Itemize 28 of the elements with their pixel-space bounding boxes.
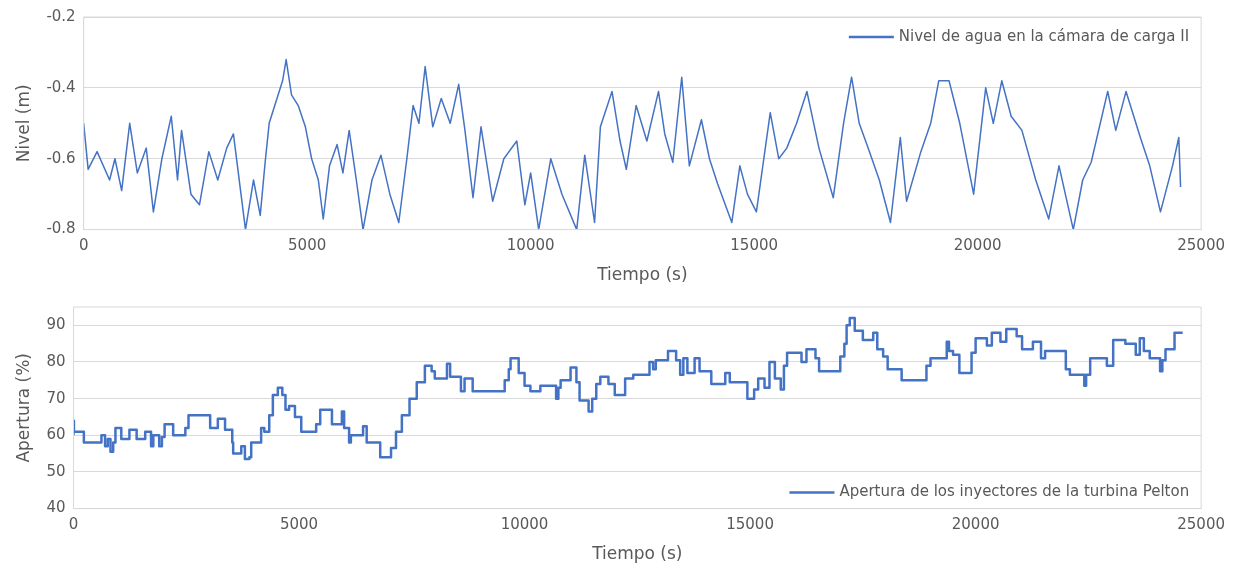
y-tick-label: 50 <box>46 461 66 480</box>
x-tick-label: 15000 <box>730 236 779 255</box>
x-tick-label: 5000 <box>279 515 319 534</box>
x-axis-title: Tiempo (s) <box>591 543 683 564</box>
x-tick-label: 25000 <box>1177 236 1225 255</box>
y-tick-label: 90 <box>46 315 66 334</box>
y-tick-label: -0.2 <box>46 6 76 25</box>
x-tick-label: 15000 <box>726 515 774 534</box>
y-tick-label: -0.4 <box>46 77 76 96</box>
x-tick-label: 10000 <box>506 236 555 255</box>
x-tick-label: 20000 <box>953 236 1002 255</box>
x-tick-label: 20000 <box>951 515 1000 534</box>
x-tick-label: 0 <box>68 515 79 534</box>
x-tick-label: 10000 <box>500 515 549 534</box>
x-tick-label: 25000 <box>1177 515 1225 534</box>
legend-label: Apertura de los inyectores de la turbina Pelton <box>839 482 1190 501</box>
y-tick-label: -0.6 <box>46 148 76 167</box>
y-tick-label: -0.8 <box>46 219 76 238</box>
y-axis-title: Nivel (m) <box>12 84 33 163</box>
y-tick-label: 80 <box>46 351 66 370</box>
y-tick-label: 60 <box>46 425 66 444</box>
x-axis-title: Tiempo (s) <box>596 264 688 285</box>
y-tick-label: 40 <box>46 498 66 517</box>
y-tick-label: 70 <box>46 388 66 407</box>
y-axis-title: Apertura (%) <box>12 353 33 463</box>
x-tick-label: 5000 <box>288 236 327 255</box>
x-tick-label: 0 <box>78 236 89 255</box>
legend-label: Nivel de agua en la cámara de carga II <box>898 26 1190 45</box>
